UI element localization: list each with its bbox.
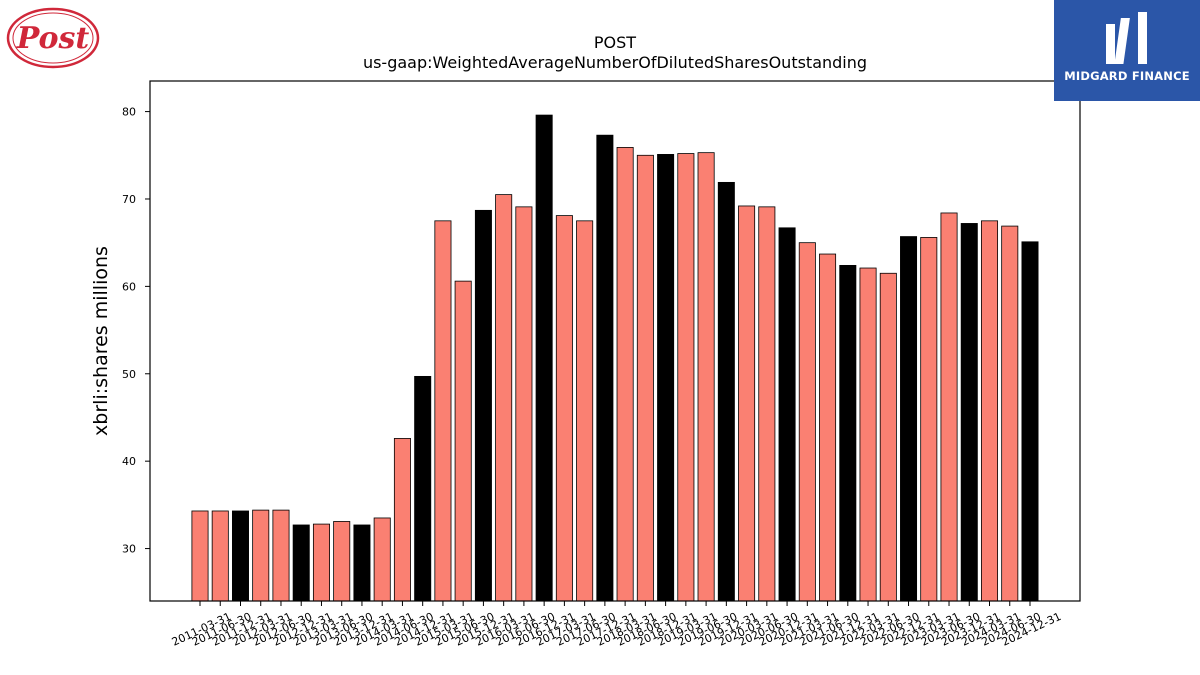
bar-2021-06-30 — [819, 253, 837, 602]
bar-2022-06-30 — [879, 272, 897, 602]
bar-2022-12-31 — [900, 236, 918, 602]
chart-subtitle: us-gaap:WeightedAverageNumberOfDilutedSh… — [363, 53, 867, 72]
bar-2021-03-31 — [798, 242, 816, 602]
bar-2017-12-31 — [596, 134, 614, 602]
bar-2015-06-30 — [454, 280, 472, 602]
bar-2021-12-31 — [839, 264, 857, 602]
y-tick-label: 80 — [122, 106, 136, 119]
bar-2017-03-31 — [555, 215, 573, 602]
bar-2012-12-31 — [292, 524, 310, 602]
bar-2014-12-31 — [414, 375, 432, 602]
midgard-finance-logo: MIDGARD FINANCE — [1054, 0, 1200, 101]
y-tick-label: 40 — [122, 455, 136, 468]
bar-2019-03-31 — [677, 153, 695, 602]
bar-2011-03-31 — [191, 510, 209, 602]
bar-2016-03-31 — [495, 194, 513, 602]
bar-2014-06-30 — [393, 438, 411, 602]
y-tick-label: 30 — [122, 543, 136, 556]
bar-2018-12-31 — [657, 154, 675, 602]
bar-2019-06-30 — [697, 152, 715, 602]
y-axis-ticks: 30 40 50 60 70 80 — [122, 106, 150, 556]
bar-2024-06-30 — [1001, 225, 1019, 602]
bar-2015-03-31 — [434, 220, 452, 602]
post-logo-text: Post — [16, 21, 90, 56]
bar-2015-12-31 — [474, 209, 492, 602]
bar-2022-03-31 — [859, 267, 877, 602]
y-axis-label: xbrli:shares millions — [90, 246, 112, 436]
bar-2011-06-30 — [211, 510, 229, 602]
bar-2017-06-30 — [576, 220, 594, 602]
plot-frame — [149, 80, 1081, 602]
x-axis-ticks: 2011-03-312011-06-302011-12-312012-03-31… — [170, 601, 1063, 649]
bar-2013-12-31 — [353, 524, 371, 602]
y-tick-label: 50 — [122, 368, 136, 381]
bar-2013-06-30 — [333, 521, 351, 602]
bar-2016-06-30 — [515, 206, 533, 602]
bar-2019-12-31 — [717, 181, 735, 602]
bar-2013-03-31 — [312, 523, 330, 602]
y-tick-label: 70 — [122, 193, 136, 206]
bar-2011-12-31 — [231, 510, 249, 602]
midgard-finance-text: MIDGARD FINANCE — [1064, 69, 1190, 83]
bar-2023-06-30 — [940, 212, 958, 602]
bar-2018-03-31 — [616, 147, 634, 602]
bar-2016-12-31 — [535, 114, 553, 602]
bar-2014-03-31 — [373, 517, 391, 602]
bar-2020-06-30 — [758, 206, 776, 602]
midgard-mark-icon — [1106, 12, 1147, 64]
y-tick-label: 60 — [122, 280, 136, 293]
bar-2023-03-31 — [920, 237, 938, 602]
bar-2023-12-31 — [960, 223, 978, 602]
bar-2020-03-31 — [738, 205, 756, 602]
bar-2024-12-31 — [1021, 241, 1039, 602]
bar-2012-06-30 — [272, 509, 290, 602]
bar-2024-03-31 — [981, 220, 999, 602]
bars-group — [191, 114, 1039, 602]
bar-2018-06-30 — [636, 154, 654, 602]
bar-2012-03-31 — [252, 509, 270, 602]
chart-title: POST — [594, 33, 636, 52]
post-logo: Post — [6, 6, 101, 70]
bar-2020-12-31 — [778, 227, 796, 602]
